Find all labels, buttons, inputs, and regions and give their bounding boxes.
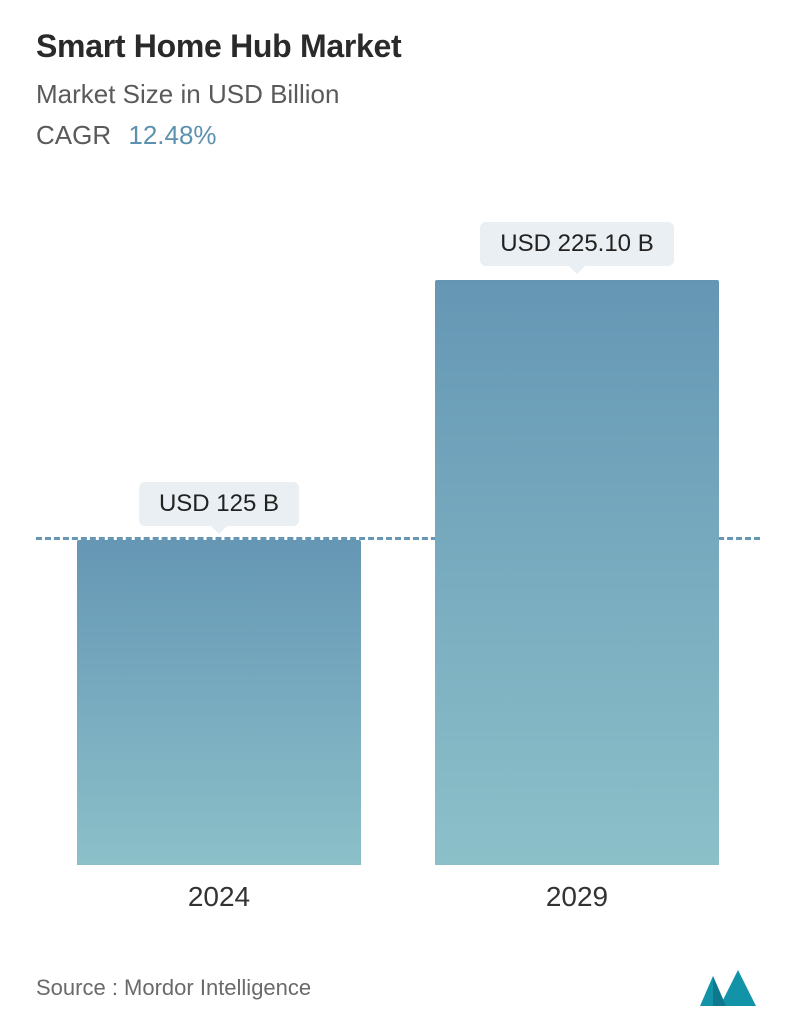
value-label-2029: USD 225.10 B	[480, 222, 673, 266]
bars-wrap: USD 125 B USD 225.10 B	[36, 181, 760, 865]
bar-group-2029: USD 225.10 B	[416, 222, 738, 865]
cagr-value: 12.48%	[128, 120, 216, 150]
chart-card: Smart Home Hub Market Market Size in USD…	[0, 0, 796, 1034]
bar-2024	[77, 540, 361, 865]
chart-footer: Source : Mordor Intelligence	[36, 968, 760, 1008]
bar-2029	[435, 280, 719, 865]
x-label-2029: 2029	[416, 881, 738, 913]
value-label-2024: USD 125 B	[139, 482, 299, 526]
x-axis-labels: 2024 2029	[36, 881, 760, 913]
chart-subtitle: Market Size in USD Billion	[36, 79, 760, 110]
chart-area: USD 125 B USD 225.10 B 2024 2029	[36, 181, 760, 921]
mordor-logo-icon	[698, 968, 760, 1008]
bar-group-2024: USD 125 B	[58, 482, 380, 865]
source-attribution: Source : Mordor Intelligence	[36, 975, 311, 1001]
cagr-row: CAGR 12.48%	[36, 120, 760, 151]
x-label-2024: 2024	[58, 881, 380, 913]
cagr-label: CAGR	[36, 120, 111, 150]
chart-title: Smart Home Hub Market	[36, 28, 760, 65]
